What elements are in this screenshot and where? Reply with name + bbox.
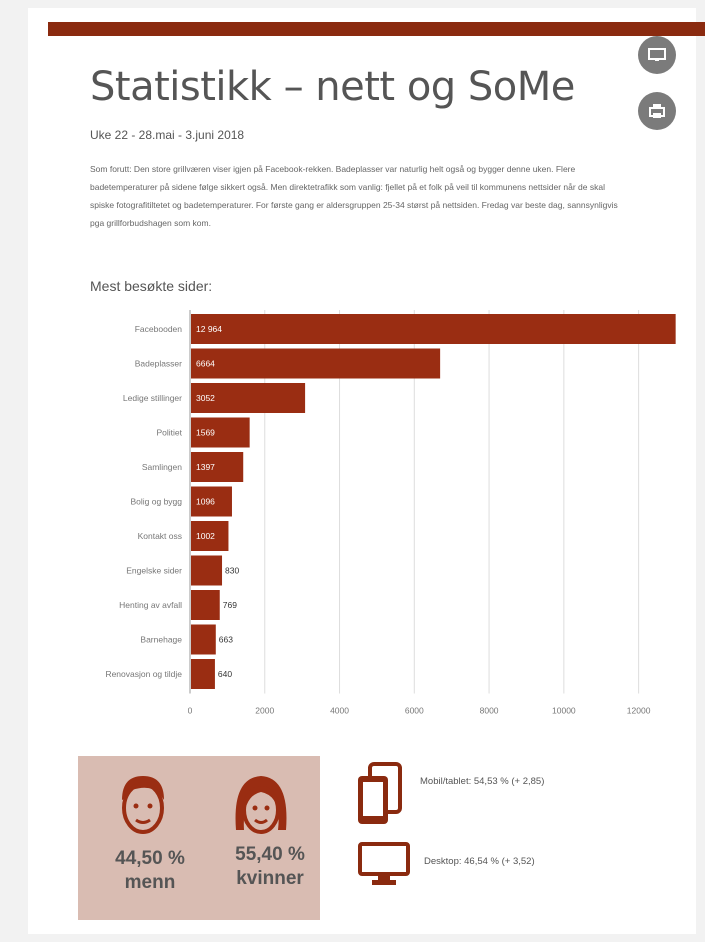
- x-tick-label: 4000: [330, 706, 349, 716]
- desktop-icon: [358, 842, 410, 885]
- value-label: 6664: [196, 359, 215, 369]
- print-icon: [649, 104, 665, 118]
- mobile-tablet-icon: [358, 762, 402, 824]
- x-tick-label: 8000: [480, 706, 499, 716]
- page-subtitle: Uke 22 - 28.mai - 3.juni 2018: [90, 128, 245, 142]
- bar: [191, 555, 223, 586]
- bar: [191, 314, 676, 344]
- bar: [191, 486, 232, 517]
- top-accent-bar: [48, 22, 705, 36]
- value-label: 663: [219, 635, 233, 645]
- bar-chart: 0 2000 4000 6000 8000 10000 12000 Facebooden 12 …: [105, 310, 676, 716]
- value-label: 3052: [196, 393, 215, 403]
- category-label: Renovasjon og tildje: [105, 669, 182, 679]
- male-percentage: 44,50 %: [115, 848, 185, 869]
- mobile-share-text: Mobil/tablet: 54,53 % (+ 2,85): [420, 776, 545, 787]
- value-label: 769: [223, 600, 237, 610]
- category-label: Bolig og bygg: [130, 497, 182, 507]
- bar: [191, 659, 215, 689]
- female-label: kvinner: [236, 868, 304, 889]
- intro-text: Som forutt: Den store grillværen viser i…: [90, 164, 618, 228]
- bar: [191, 590, 220, 620]
- female-percentage: 55,40 %: [235, 844, 305, 865]
- monitor-icon: [648, 48, 666, 61]
- x-tick-label: 6000: [405, 706, 424, 716]
- value-label: 1096: [196, 497, 215, 507]
- screen-button[interactable]: [638, 36, 676, 74]
- category-label: Engelske sider: [126, 566, 182, 576]
- value-label: 1569: [196, 428, 215, 438]
- bar: [191, 383, 306, 413]
- gender-panel: 44,50 % menn 55,40 % kvinner: [78, 756, 320, 920]
- x-tick-label: 10000: [552, 706, 576, 716]
- desktop-share-text: Desktop: 46,54 % (+ 3,52): [424, 856, 535, 867]
- chart-title: Mest besøkte sider:: [90, 278, 213, 294]
- category-label: Henting av avfall: [119, 600, 182, 610]
- x-tick-label: 0: [188, 706, 193, 716]
- value-label: 1397: [196, 462, 215, 472]
- page-title: Statistikk – nett og SoMe: [90, 64, 575, 110]
- category-label: Kontakt oss: [138, 531, 182, 541]
- category-label: Facebooden: [135, 324, 183, 334]
- value-label: 830: [225, 566, 239, 576]
- bar: [191, 417, 250, 448]
- category-label: Ledige stillinger: [123, 393, 182, 403]
- female-face-icon: [235, 776, 287, 834]
- category-label: Badeplasser: [135, 359, 182, 369]
- bar: [191, 624, 216, 655]
- category-label: Politiet: [156, 428, 182, 438]
- male-face-icon: [122, 776, 164, 834]
- x-tick-label: 2000: [255, 706, 274, 716]
- category-label: Barnehage: [140, 635, 182, 645]
- value-label: 640: [218, 669, 232, 679]
- male-label: menn: [124, 872, 176, 893]
- bar: [191, 348, 441, 379]
- value-label: 1002: [196, 531, 215, 541]
- x-tick-label: 12000: [627, 706, 651, 716]
- bar: [191, 521, 229, 551]
- bar: [191, 452, 244, 482]
- category-label: Samlingen: [142, 462, 182, 472]
- print-button[interactable]: [638, 92, 676, 130]
- value-label: 12 964: [196, 324, 222, 334]
